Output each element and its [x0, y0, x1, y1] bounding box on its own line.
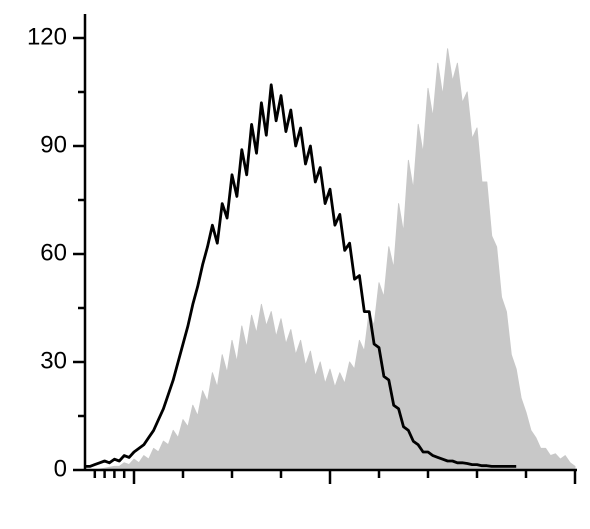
y-tick-label: 120: [27, 23, 67, 50]
y-tick-label: 60: [40, 239, 67, 266]
y-tick-label: 30: [40, 347, 67, 374]
histogram-chart: 0 30 60 90 120: [0, 0, 590, 529]
chart-svg: 0 30 60 90 120: [0, 0, 590, 529]
y-tick-label: 0: [54, 455, 67, 482]
y-tick-label: 90: [40, 131, 67, 158]
